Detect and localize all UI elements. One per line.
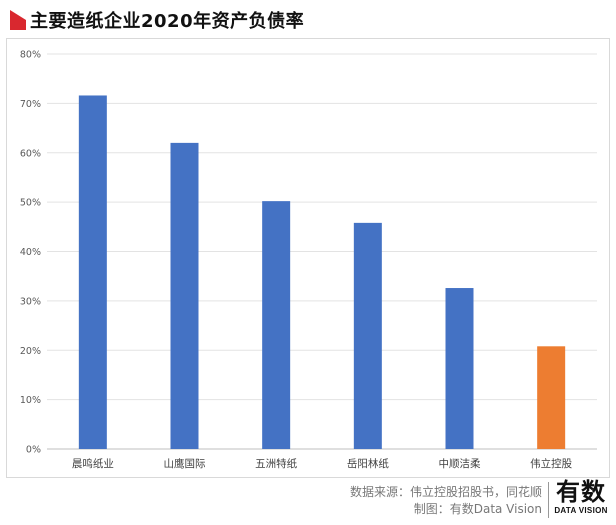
x-tick-label: 五洲特纸 [255,457,297,470]
y-tick-label: 0% [26,445,41,456]
gridlines [47,53,597,450]
source-line: 数据来源：伟立控股招股书，同花顺 [349,485,542,499]
bar-6 [537,346,566,449]
y-tick-label: 40% [20,247,41,258]
brand-subtitle: DATA VISION [554,506,608,515]
y-tick-label: 20% [20,346,41,357]
credit-line: 制图：有数Data Vision [413,502,542,516]
x-tick-label: 中顺洁柔 [439,457,481,470]
header: 主要造纸企业2020年资产负债率 [0,0,616,38]
x-tick-label: 山鹰国际 [164,457,206,470]
bar-3 [262,201,291,449]
y-tick-label: 70% [20,99,41,110]
x-tick-label: 岳阳林纸 [347,457,389,470]
bar-2 [170,142,199,449]
bar-5 [445,288,474,449]
bars [78,95,566,449]
page-title: 主要造纸企业2020年资产负债率 [30,11,305,32]
y-axis: 0% 10% 20% 30% 40% 50% 60% 70% 80% [20,50,41,456]
divider [548,482,549,518]
bar-4 [353,222,382,449]
red-triangle-icon [10,10,26,30]
brand-logo: 有数 DATA VISION [553,478,609,516]
y-tick-label: 10% [20,395,41,406]
y-tick-label: 60% [20,148,41,159]
chart-area: 0% 10% 20% 30% 40% 50% 60% 70% 80% 晨鸣纸业 山鹰国际 五洲特纸 岳… [6,38,610,478]
x-tick-label: 伟立控股 [530,457,572,470]
source-note: 数据来源：伟立控股招股书，同花顺 制图：有数Data Vision [350,484,542,518]
x-tick-label: 晨鸣纸业 [72,457,114,470]
bar-1 [78,95,107,449]
x-axis: 晨鸣纸业 山鹰国际 五洲特纸 岳阳林纸 中顺洁柔 伟立控股 [72,457,573,470]
y-tick-label: 80% [20,50,41,61]
y-tick-label: 50% [20,198,41,209]
brand-name: 有数 [556,478,606,506]
bar-chart: 0% 10% 20% 30% 40% 50% 60% 70% 80% 晨鸣纸业 山鹰国际 五洲特纸 岳… [20,50,597,470]
y-tick-label: 30% [20,296,41,307]
